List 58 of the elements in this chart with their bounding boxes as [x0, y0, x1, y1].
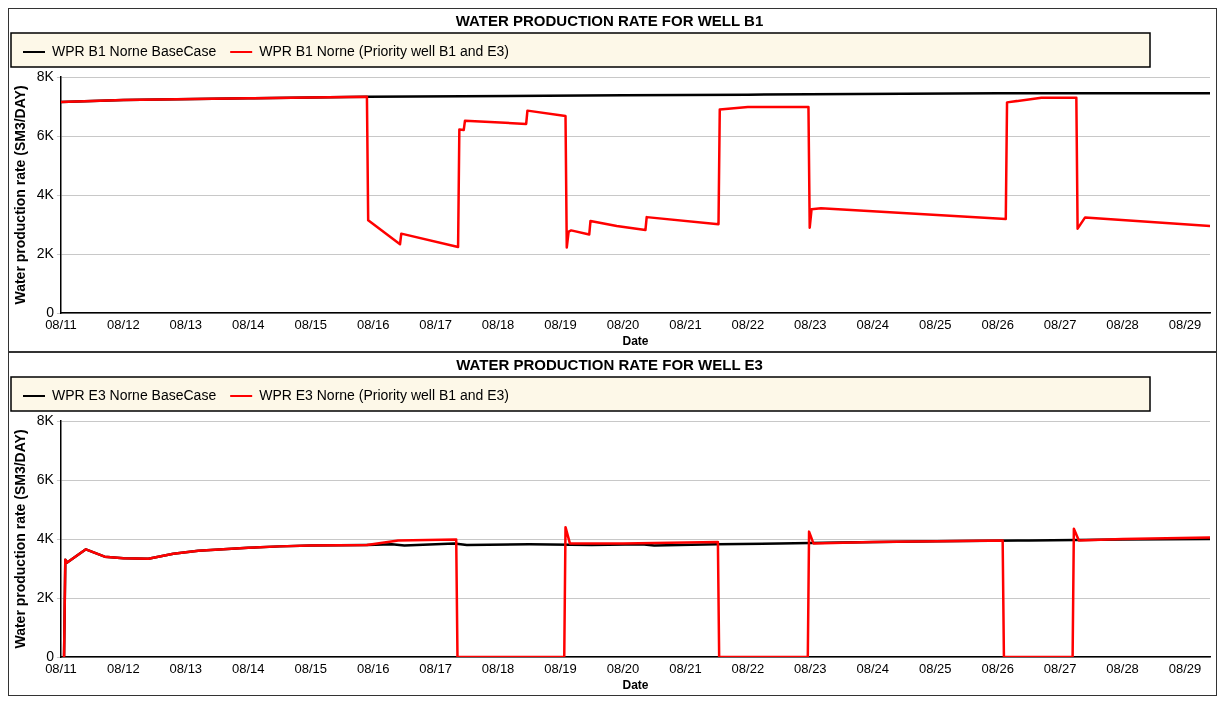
x-tick-label: 08/12	[107, 317, 140, 333]
x-tick-label: 08/14	[232, 317, 265, 333]
x-tick-label: 08/11	[45, 317, 77, 333]
y-axis-title: Water production rate (SM3/DAY)	[12, 429, 29, 649]
y-tick-label: 2K	[36, 588, 55, 605]
x-tick-label: 08/17	[419, 661, 452, 677]
x-axis-title: Date	[622, 334, 649, 349]
x-tick-label: 08/16	[356, 661, 390, 677]
x-tick-label: 08/27	[1043, 317, 1077, 333]
legend-label: WPR E3 Norne (Priority well B1 and E3)	[259, 386, 509, 403]
x-tick-label: 08/11	[45, 661, 77, 677]
x-tick-label: 08/27	[1043, 661, 1077, 677]
x-tick-label: 08/24	[856, 661, 890, 677]
x-tick-label: 08/15	[294, 317, 327, 333]
x-tick-label: 08/18	[481, 661, 515, 677]
x-tick-label: 08/13	[169, 661, 203, 677]
y-tick-label: 6K	[36, 470, 55, 487]
y-tick-label: 2K	[36, 244, 55, 261]
y-tick-label: 4K	[36, 529, 55, 546]
y-tick-label: 6K	[36, 126, 55, 143]
y-axis-title: Water production rate (SM3/DAY)	[12, 85, 29, 305]
x-tick-label: 08/21	[669, 317, 702, 333]
legend-label: WPR E3 Norne BaseCase	[52, 386, 217, 403]
x-tick-label: 08/19	[544, 661, 577, 677]
x-tick-label: 08/23	[794, 317, 827, 333]
x-tick-label: 08/23	[794, 661, 827, 677]
x-tick-label: 08/20	[606, 317, 640, 333]
x-tick-label: 08/20	[606, 661, 640, 677]
x-tick-label: 08/28	[1106, 661, 1139, 677]
y-tick-label: 8K	[36, 411, 55, 428]
x-tick-label: 08/19	[544, 317, 577, 333]
x-axis-title: Date	[622, 678, 649, 693]
x-tick-label: 08/28	[1106, 317, 1139, 333]
x-tick-label: 08/13	[169, 317, 203, 333]
x-tick-label: 08/12	[107, 661, 140, 677]
x-tick-label: 08/16	[356, 317, 390, 333]
x-tick-label: 08/14	[232, 661, 265, 677]
legend-label: WPR B1 Norne BaseCase	[52, 42, 217, 59]
x-tick-label: 08/22	[731, 661, 765, 677]
chart-title: WATER PRODUCTION RATE FOR WELL E3	[456, 356, 763, 374]
y-tick-label: 0	[46, 303, 55, 320]
y-tick-label: 8K	[36, 67, 55, 84]
x-tick-label: 08/25	[918, 661, 952, 677]
x-tick-label: 08/29	[1168, 661, 1202, 677]
y-tick-label: 4K	[36, 185, 55, 202]
x-tick-label: 08/15	[294, 661, 327, 677]
x-tick-label: 08/25	[918, 317, 952, 333]
y-tick-label: 0	[46, 647, 55, 664]
legend-label: WPR B1 Norne (Priority well B1 and E3)	[259, 42, 509, 59]
x-tick-label: 08/18	[481, 317, 515, 333]
x-tick-label: 08/17	[419, 317, 452, 333]
x-tick-label: 08/29	[1168, 317, 1202, 333]
x-tick-label: 08/26	[981, 661, 1014, 677]
chart-title: WATER PRODUCTION RATE FOR WELL B1	[455, 12, 764, 30]
x-tick-label: 08/26	[981, 317, 1014, 333]
x-tick-label: 08/24	[856, 317, 890, 333]
x-tick-label: 08/22	[731, 317, 765, 333]
x-tick-label: 08/21	[669, 661, 702, 677]
